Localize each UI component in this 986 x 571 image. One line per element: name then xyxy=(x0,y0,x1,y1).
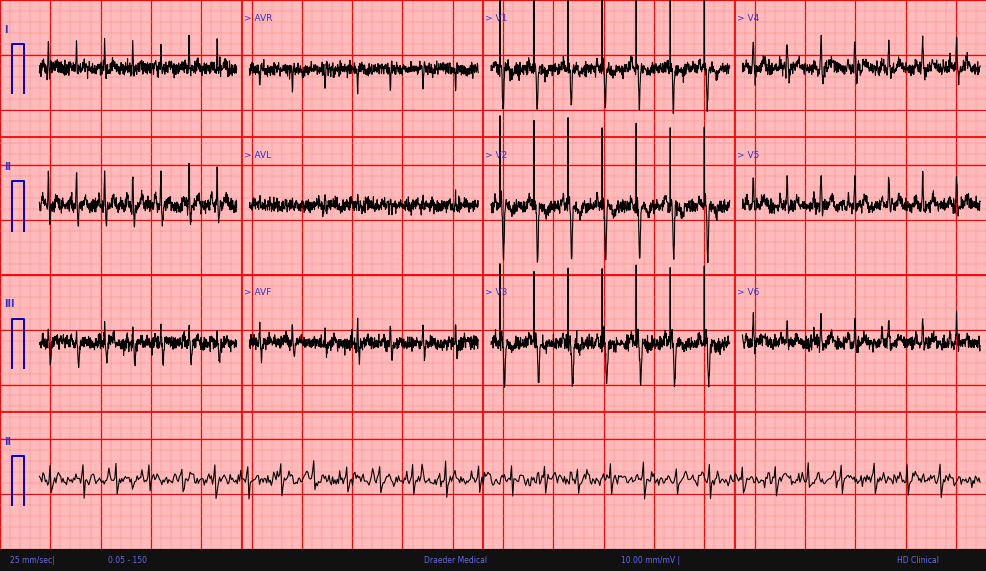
Text: > V6: > V6 xyxy=(737,288,759,297)
Text: > V1: > V1 xyxy=(485,14,508,23)
Text: > AVR: > AVR xyxy=(244,14,272,23)
Text: > V5: > V5 xyxy=(737,151,759,160)
Text: HD Clinical: HD Clinical xyxy=(897,556,940,565)
Text: > AVF: > AVF xyxy=(244,288,271,297)
Text: > V3: > V3 xyxy=(485,288,508,297)
Text: 25 mm/sec|: 25 mm/sec| xyxy=(10,556,54,565)
Text: I: I xyxy=(4,25,8,35)
Text: II: II xyxy=(4,162,11,172)
Text: > V2: > V2 xyxy=(485,151,508,160)
Text: > AVL: > AVL xyxy=(244,151,271,160)
Text: III: III xyxy=(4,299,15,309)
Text: 0.05 - 150: 0.05 - 150 xyxy=(108,556,148,565)
Text: II: II xyxy=(4,437,11,447)
Text: Draeder Medical: Draeder Medical xyxy=(424,556,487,565)
Text: > V4: > V4 xyxy=(737,14,759,23)
Text: 10.00 mm/mV |: 10.00 mm/mV | xyxy=(621,556,680,565)
